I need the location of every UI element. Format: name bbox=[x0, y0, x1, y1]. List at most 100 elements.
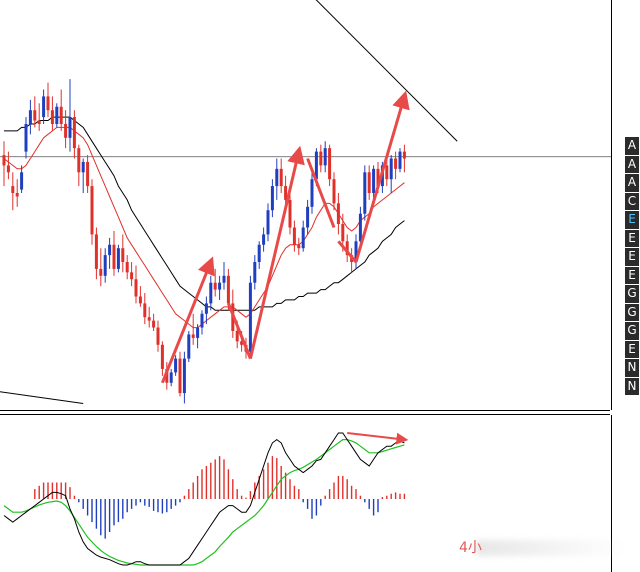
candle-body bbox=[165, 368, 169, 383]
candle-body bbox=[398, 151, 402, 169]
candle-body bbox=[196, 327, 200, 338]
watermark-text: 4小 bbox=[459, 540, 482, 556]
candle-body bbox=[156, 327, 160, 345]
candle-body bbox=[200, 313, 204, 328]
period-button-5[interactable]: E bbox=[625, 229, 639, 247]
candle-body bbox=[314, 151, 318, 180]
candle-body bbox=[103, 255, 107, 276]
period-button-10[interactable]: G bbox=[625, 322, 639, 340]
candle-body bbox=[336, 203, 340, 225]
candle-body bbox=[182, 358, 186, 394]
trend-arrow-1 bbox=[227, 302, 252, 360]
candle-body bbox=[204, 303, 208, 314]
price-panel bbox=[0, 0, 612, 411]
candle-body bbox=[306, 206, 310, 228]
period-button-4[interactable]: E bbox=[625, 211, 639, 229]
candle-body bbox=[394, 158, 398, 169]
candle-body bbox=[288, 199, 292, 228]
candle-body bbox=[301, 227, 305, 249]
candle-body bbox=[323, 148, 327, 166]
candle-body bbox=[345, 241, 349, 256]
trend-arrow-0 bbox=[161, 256, 215, 384]
candle-body bbox=[112, 244, 116, 269]
ma-fast-line bbox=[3, 126, 405, 329]
candle-body bbox=[94, 234, 98, 269]
candle-body bbox=[28, 110, 32, 124]
period-button-9[interactable]: G bbox=[625, 303, 639, 321]
candle-body bbox=[108, 244, 112, 256]
candle-body bbox=[253, 262, 257, 283]
candle-body bbox=[77, 148, 81, 173]
candle-body bbox=[99, 268, 103, 276]
candle-body bbox=[275, 168, 279, 187]
candle-body bbox=[24, 124, 28, 152]
candle-body bbox=[55, 106, 59, 124]
candle-body bbox=[2, 155, 6, 166]
candle-body bbox=[6, 165, 10, 173]
candle-body bbox=[81, 161, 85, 173]
candle-body bbox=[20, 172, 24, 190]
period-button-3[interactable]: C bbox=[625, 192, 639, 210]
candle-body bbox=[363, 172, 367, 214]
candle-body bbox=[270, 186, 274, 211]
period-button-12[interactable]: N bbox=[625, 359, 639, 377]
candle-body bbox=[138, 296, 142, 304]
candle-body bbox=[174, 358, 178, 373]
period-button-2[interactable]: A bbox=[625, 174, 639, 192]
candle-body bbox=[341, 224, 345, 242]
candle-body bbox=[50, 110, 54, 124]
candle-body bbox=[160, 344, 164, 369]
candle-body bbox=[90, 186, 94, 235]
watermark-blur bbox=[476, 540, 626, 556]
period-button-11[interactable]: E bbox=[625, 340, 639, 358]
period-button-7[interactable]: E bbox=[625, 266, 639, 284]
candle-body bbox=[64, 124, 68, 138]
candle-body bbox=[332, 179, 336, 204]
trendline-0 bbox=[315, 0, 458, 142]
candle-body bbox=[328, 148, 332, 180]
candle-body bbox=[46, 96, 50, 111]
candle-body bbox=[15, 193, 19, 197]
candle-body bbox=[125, 262, 129, 273]
trend-arrow-4 bbox=[337, 240, 358, 263]
candle-body bbox=[209, 282, 213, 304]
macd-main-line bbox=[3, 432, 405, 566]
candle-body bbox=[240, 341, 244, 345]
candle-body bbox=[385, 165, 389, 180]
trend-arrow-5 bbox=[354, 90, 410, 263]
trendline-1 bbox=[0, 391, 84, 404]
trend-arrow-3 bbox=[306, 157, 336, 229]
candle-body bbox=[284, 186, 288, 200]
candle-body bbox=[86, 161, 90, 187]
candle-body bbox=[178, 358, 182, 394]
candle-body bbox=[235, 331, 239, 342]
macd-signal-line bbox=[3, 439, 405, 566]
period-button-6[interactable]: E bbox=[625, 248, 639, 266]
candle-body bbox=[33, 110, 37, 121]
candle-body bbox=[367, 172, 371, 193]
candle-body bbox=[358, 213, 362, 242]
period-button-1[interactable]: A bbox=[625, 155, 639, 173]
candle-body bbox=[372, 168, 376, 193]
macd-divergence-arrow bbox=[347, 432, 409, 445]
candle-body bbox=[152, 320, 156, 328]
candle-body bbox=[319, 151, 323, 166]
candle-body bbox=[310, 179, 314, 207]
period-button-8[interactable]: G bbox=[625, 285, 639, 303]
candle-body bbox=[213, 282, 217, 290]
period-button-13[interactable]: N bbox=[625, 377, 639, 395]
candle-body bbox=[297, 244, 301, 249]
candle-body bbox=[143, 303, 147, 318]
candle-body bbox=[68, 117, 72, 138]
candle-body bbox=[130, 272, 134, 280]
candle-body bbox=[59, 106, 63, 124]
candle-body bbox=[187, 334, 191, 359]
candle-body bbox=[226, 275, 230, 304]
candle-body bbox=[222, 275, 226, 283]
candle-body bbox=[169, 372, 173, 383]
candle-body bbox=[262, 234, 266, 245]
period-button-0[interactable]: A bbox=[625, 137, 639, 155]
candle-body bbox=[257, 244, 261, 262]
